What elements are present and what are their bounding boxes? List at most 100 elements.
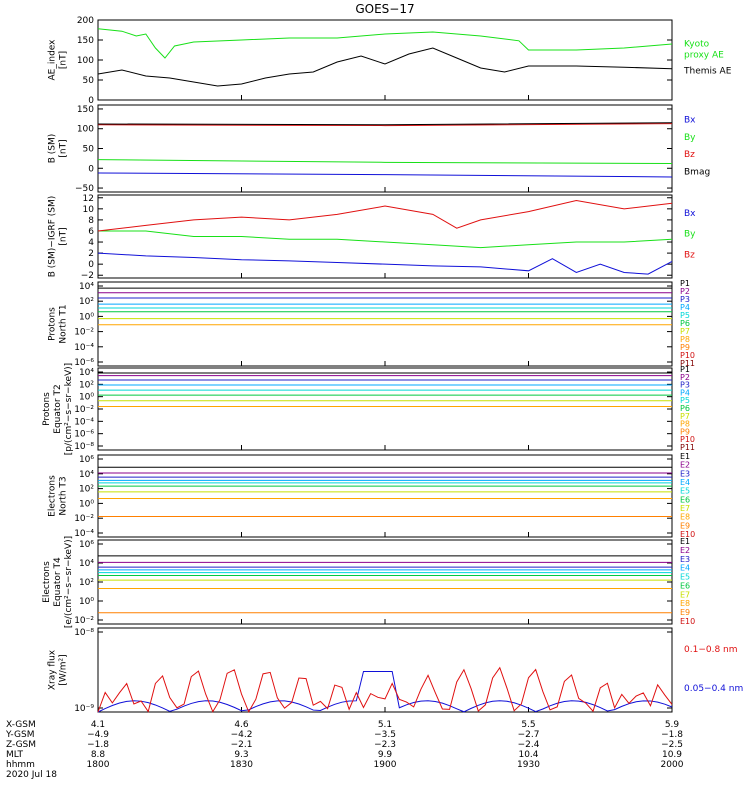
channel-label-enorth: E9 — [680, 521, 690, 530]
legend-label-bsm: Bmag — [684, 168, 710, 178]
channel-label-pequator: P3 — [680, 381, 690, 390]
y-tick-label-xray: 10⁻⁹ — [74, 704, 94, 714]
ephemeris-value: 10.9 — [662, 750, 682, 760]
ephemeris-value: −4.2 — [231, 730, 253, 740]
y-axis-label-pnorth: North T1 — [59, 304, 69, 343]
channel-label-eequator: E8 — [680, 599, 690, 608]
legend-label-bsm: Bz — [684, 150, 695, 160]
y-tick-label-pequator: 10⁻⁶ — [74, 430, 94, 440]
channel-label-eequator: E6 — [680, 581, 690, 590]
legend-label-digrf: Bz — [684, 250, 695, 260]
y-tick-label-pequator: 10⁻⁸ — [74, 442, 94, 452]
y-tick-label-pequator: 10⁻² — [74, 405, 94, 415]
ephemeris-row-label: X-GSM — [6, 720, 36, 730]
channel-label-pnorth: P4 — [680, 303, 690, 312]
ephemeris-row-label: Z-GSM — [6, 740, 36, 750]
ephemeris-row-label: MLT — [6, 750, 24, 760]
legend-label-ae: Themis AE — [683, 66, 732, 76]
y-tick-label-bsm: 50 — [83, 145, 95, 155]
ephemeris-value: −2.3 — [374, 740, 396, 750]
y-tick-label-enorth: 10⁻² — [74, 514, 94, 524]
channel-label-pnorth: P9 — [680, 343, 690, 352]
ephemeris-value: 5.5 — [521, 720, 535, 730]
series-line-digrf — [98, 230, 673, 249]
y-axis-label-pequator: Equator T2 — [53, 384, 63, 433]
channel-label-enorth: E5 — [680, 487, 690, 496]
y-tick-label-enorth: 10⁶ — [79, 455, 94, 465]
channel-label-eequator: E4 — [680, 564, 690, 573]
channel-label-enorth: E4 — [680, 478, 690, 487]
y-axis-label-bsm: B (SM) — [48, 134, 58, 164]
ephemeris-value: −2.1 — [231, 740, 253, 750]
y-tick-label-bsm: −50 — [75, 184, 94, 194]
ephemeris-value: 1830 — [230, 760, 253, 770]
channel-label-pnorth: P10 — [680, 351, 695, 360]
y-tick-label-digrf: 2 — [88, 249, 94, 259]
ephemeris-value: −2.4 — [518, 740, 540, 750]
y-tick-label-pequator: 10² — [79, 380, 94, 390]
series-line-ae — [97, 28, 673, 59]
y-axis-label-ae: [nT] — [59, 51, 69, 69]
channel-label-pequator: P4 — [680, 388, 690, 397]
y-tick-label-pnorth: 10⁰ — [79, 312, 94, 322]
ephemeris-value: 9.3 — [234, 750, 248, 760]
y-tick-label-digrf: −2 — [81, 271, 94, 281]
series-line-bsm — [97, 123, 673, 127]
plot-title: GOES−17 — [355, 2, 414, 16]
y-tick-label-eequator: 10⁻² — [74, 616, 94, 626]
channel-label-pnorth: P6 — [680, 319, 690, 328]
legend-label-ae: proxy AE — [684, 51, 724, 61]
y-tick-label-eequator: 10⁶ — [79, 540, 94, 550]
channel-label-pequator: P10 — [680, 435, 695, 444]
ephemeris-value: 5.9 — [665, 720, 680, 730]
y-tick-label-pequator: 10⁴ — [79, 368, 94, 378]
channel-label-enorth: E1 — [680, 452, 690, 461]
y-tick-label-pequator: 10⁰ — [79, 393, 94, 403]
y-axis-label-pequator: [p/(cm²−s−sr−keV)] — [64, 363, 74, 455]
channel-label-enorth: E8 — [680, 513, 690, 522]
legend-label-xray: 0.1−0.8 nm — [684, 645, 738, 655]
channel-label-pequator: P5 — [680, 396, 690, 405]
channel-label-pnorth: P1 — [680, 279, 690, 288]
y-tick-label-ae: 50 — [83, 76, 95, 86]
y-tick-label-pnorth: 10⁻⁶ — [74, 358, 94, 368]
y-axis-label-digrf: B (SM)−IGRF (SM) — [48, 196, 58, 278]
ephemeris-value: 2000 — [661, 760, 684, 770]
ephemeris-value: 5.1 — [378, 720, 392, 730]
y-axis-label-eequator: Equator T4 — [53, 557, 63, 607]
ephemeris-value: −3.5 — [374, 730, 396, 740]
ephemeris-value: −4.9 — [87, 730, 109, 740]
channel-label-pnorth: P7 — [680, 327, 690, 336]
y-tick-label-digrf: 8 — [88, 216, 94, 226]
legend-label-ae: Kyoto — [684, 40, 710, 50]
y-tick-label-digrf: 0 — [88, 260, 94, 270]
y-tick-label-ae: 200 — [77, 16, 94, 26]
y-tick-label-digrf: 6 — [88, 227, 94, 237]
y-tick-label-bsm: 0 — [88, 164, 94, 174]
ephemeris-value: 10.4 — [518, 750, 538, 760]
plot-date: 2020 Jul 18 — [6, 770, 57, 780]
y-tick-label-ae: 0 — [88, 96, 94, 106]
ephemeris-value: −1.8 — [661, 730, 683, 740]
channel-label-eequator: E1 — [680, 537, 690, 546]
channel-label-pnorth: P8 — [680, 335, 690, 344]
y-tick-label-digrf: 12 — [83, 194, 94, 204]
panel-frame-pnorth — [97, 281, 673, 367]
legend-label-digrf: Bx — [684, 209, 696, 219]
series-line-bsm — [97, 172, 673, 178]
channel-label-eequator: E2 — [680, 546, 690, 555]
y-axis-label-enorth: North T3 — [59, 476, 69, 515]
series-line-bsm — [97, 122, 673, 126]
channel-label-pequator: P2 — [680, 373, 690, 382]
y-tick-label-eequator: 10⁰ — [79, 597, 94, 607]
channel-label-eequator: E10 — [680, 617, 695, 626]
y-axis-label-ae: AE_index — [48, 39, 58, 81]
y-tick-label-enorth: 10⁴ — [79, 470, 94, 480]
series-line-bsm — [97, 159, 673, 165]
ephemeris-value: 9.9 — [378, 750, 393, 760]
ephemeris-value: 4.6 — [234, 720, 249, 730]
legend-label-digrf: By — [684, 230, 696, 240]
series-line-digrf — [97, 252, 673, 275]
ephemeris-value: −1.8 — [87, 740, 109, 750]
